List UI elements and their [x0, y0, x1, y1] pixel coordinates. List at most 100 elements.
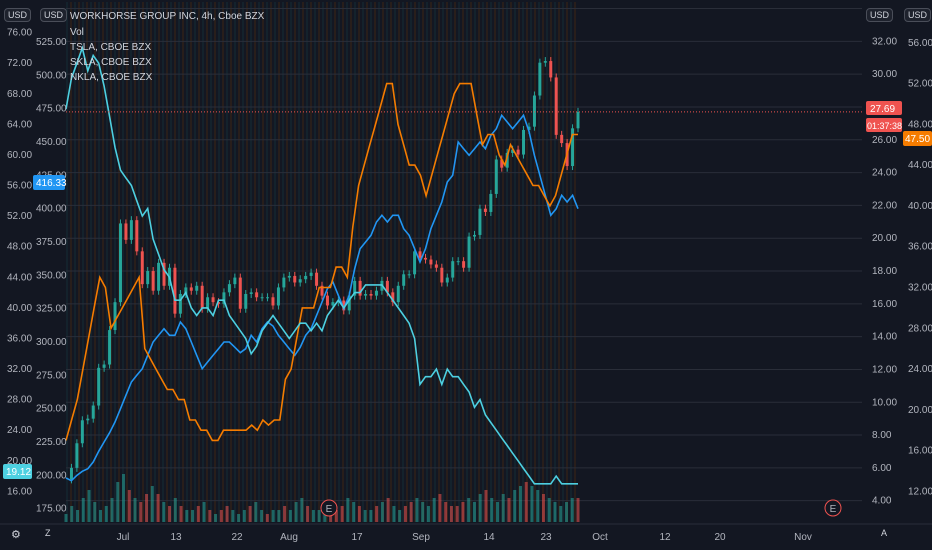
candle-body	[222, 292, 226, 304]
session-stripe	[266, 2, 268, 522]
nkla-last-value: 19.12	[6, 467, 31, 478]
candle-body	[97, 367, 101, 406]
candle-body	[238, 277, 242, 309]
skla-last-tag: 47.50	[903, 131, 932, 146]
axis-tick-label: 72.00	[7, 58, 32, 69]
session-stripe	[258, 2, 260, 522]
volume-bar	[438, 494, 442, 522]
volume-bar	[260, 510, 264, 522]
session-stripe	[282, 2, 284, 522]
currency-button-left-outer[interactable]: USD	[4, 8, 32, 22]
axis-tick-label: 56.00	[908, 38, 932, 49]
left-outer-axis[interactable]: 76.00 72.00 68.00 64.00 60.00 56.00 52.00 48.00…	[7, 28, 32, 498]
axis-tick-label: 8.00	[872, 430, 892, 441]
candle-body	[266, 297, 270, 299]
volume-bar	[145, 494, 149, 522]
volume-bar	[104, 506, 108, 522]
candle-body	[358, 280, 362, 296]
session-stripe	[482, 2, 484, 522]
session-stripe	[350, 2, 352, 522]
volume-bar	[271, 510, 275, 522]
session-stripe	[254, 2, 256, 522]
candle-body	[445, 277, 449, 283]
session-stripe	[322, 2, 324, 522]
session-stripe	[286, 2, 288, 522]
time-tick-label: 23	[540, 532, 552, 543]
volume-bar	[254, 502, 258, 522]
axis-tick-label: 20.00	[7, 456, 32, 467]
session-stripe	[438, 2, 440, 522]
axis-tick-label: 12.00	[908, 486, 932, 497]
session-stripe	[106, 2, 108, 522]
volume-bar	[311, 510, 315, 522]
session-stripe	[238, 2, 240, 522]
volume-bar	[559, 506, 563, 522]
volume-bar	[208, 510, 212, 522]
session-stripe	[134, 2, 136, 522]
zoom-button[interactable]: Z	[45, 528, 51, 538]
session-stripe	[370, 2, 372, 522]
right-outer-axis[interactable]: 56.00 52.00 48.00 44.00 40.00 36.00 32.00 28.00…	[908, 38, 932, 498]
session-stripe	[102, 2, 104, 522]
axis-tick-label: 16.00	[7, 486, 32, 497]
session-stripe	[382, 2, 384, 522]
left-inner-axis[interactable]: 525.00500.00475.00450.00425.00400.00375.…	[36, 37, 67, 515]
volume-bar	[122, 474, 126, 522]
volume-bar	[490, 498, 494, 522]
session-stripe	[190, 2, 192, 522]
volume-bar	[403, 506, 407, 522]
candle-body	[276, 287, 280, 306]
session-stripe	[570, 2, 572, 522]
axis-tick-label: 500.00	[36, 70, 67, 81]
session-stripe	[170, 2, 172, 522]
wkhs-last-tag: 27.69	[866, 101, 902, 115]
candle-body	[162, 262, 166, 286]
candle-body	[124, 223, 128, 240]
candle-body	[434, 264, 438, 268]
session-stripe	[406, 2, 408, 522]
candle-body	[516, 149, 520, 155]
volume-bar	[461, 502, 465, 522]
volume-bar	[87, 490, 91, 522]
session-stripe	[466, 2, 468, 522]
currency-button-left-inner[interactable]: USD	[40, 8, 68, 22]
volume-bar	[214, 514, 218, 522]
volume-bar	[386, 498, 390, 522]
candle-body	[374, 290, 378, 296]
volume-bar	[156, 494, 160, 522]
session-stripe	[150, 2, 152, 522]
volume-bar	[530, 486, 534, 522]
session-stripe	[94, 2, 96, 522]
candle-body	[456, 261, 460, 263]
candle-body	[113, 302, 117, 331]
axis-tick-label: 400.00	[36, 204, 67, 215]
time-axis[interactable]: Jul 13 22 Aug 17 Sep 14 23 Oct 12 20 Nov	[0, 523, 932, 543]
currency-button-right-inner[interactable]: USD	[866, 8, 894, 22]
session-stripe	[246, 2, 248, 522]
candle-body	[325, 295, 329, 306]
session-stripe	[274, 2, 276, 522]
session-stripe	[310, 2, 312, 522]
session-stripe	[526, 2, 528, 522]
axis-tick-label: 36.00	[908, 242, 932, 253]
volume-bar	[191, 510, 195, 522]
volume-bar	[99, 510, 103, 522]
time-tick-label: 20	[714, 532, 726, 543]
volume-bar	[421, 502, 425, 522]
candle-body	[364, 293, 368, 296]
volume-bar	[317, 510, 321, 522]
axis-tick-label: 20.00	[908, 405, 932, 416]
currency-button-right-outer[interactable]: USD	[904, 8, 932, 22]
candle-body	[75, 443, 79, 468]
axis-tick-label: 48.00	[7, 242, 32, 253]
session-stripe	[538, 2, 540, 522]
session-stripe	[498, 2, 500, 522]
session-stripe	[138, 2, 140, 522]
volume-bar	[219, 510, 223, 522]
settings-gear-icon[interactable]: ⚙	[11, 529, 21, 541]
volume-bar	[76, 510, 80, 522]
auto-scale-button[interactable]: A	[881, 528, 888, 538]
axis-tick-label: 40.00	[908, 201, 932, 212]
